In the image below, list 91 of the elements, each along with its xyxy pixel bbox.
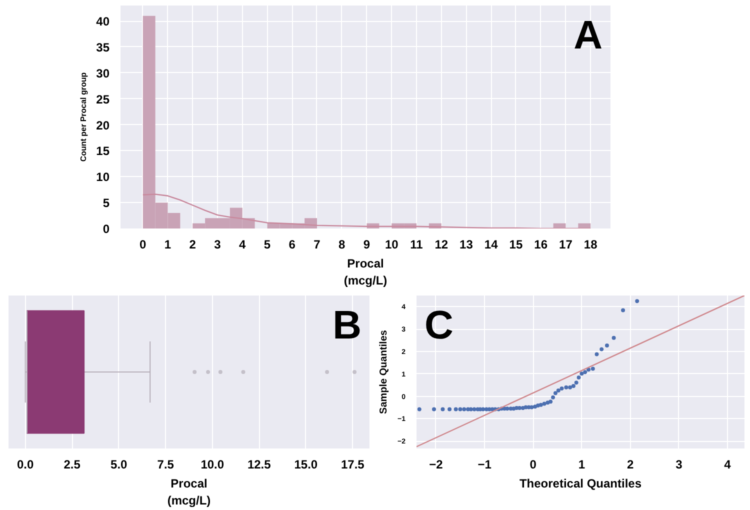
point xyxy=(590,366,595,371)
point xyxy=(571,384,576,388)
x-axis-title: Procal (mcg/L) xyxy=(344,256,388,288)
x-tick-label: −1 xyxy=(478,458,492,472)
point xyxy=(432,407,436,412)
x-tick-label: 7.5 xyxy=(157,458,174,472)
point xyxy=(548,400,553,404)
point xyxy=(462,407,466,412)
point xyxy=(580,372,584,376)
point xyxy=(574,380,578,385)
point xyxy=(586,368,591,372)
x-tick-label: 9 xyxy=(363,238,370,252)
x-tick-label: 17.5 xyxy=(340,458,365,472)
point xyxy=(536,403,540,408)
point xyxy=(440,407,445,412)
x-tick-label: 2.5 xyxy=(64,458,81,472)
point xyxy=(468,407,473,412)
x-tick-label: 0 xyxy=(140,238,147,252)
point xyxy=(546,400,550,405)
y-axis-title: Count per Procal group xyxy=(79,72,88,162)
x-tick-label: 5 xyxy=(264,238,271,252)
point xyxy=(533,404,538,409)
point xyxy=(472,407,476,412)
y-tick-label: 15 xyxy=(96,144,110,158)
x-tick-label: 0 xyxy=(530,458,537,472)
point xyxy=(551,395,556,400)
x-tick-label: 7 xyxy=(314,238,321,252)
y-tick-label: 35 xyxy=(96,40,110,54)
point xyxy=(560,386,564,390)
x-tick-label: −2 xyxy=(429,458,444,472)
point xyxy=(481,407,486,412)
point xyxy=(553,391,558,396)
x-tick-label: 5.0 xyxy=(110,458,128,472)
x-tick-label: 4 xyxy=(724,458,732,472)
y-axis-title: Sample Quantiles xyxy=(378,330,390,414)
x-tick-label: 12 xyxy=(434,238,448,252)
point xyxy=(458,407,462,412)
x-tick-label: 2 xyxy=(189,238,196,252)
x-tick-label: 1 xyxy=(578,458,586,472)
point xyxy=(600,347,604,352)
point xyxy=(635,299,640,304)
x-tick-label: 4 xyxy=(239,238,246,252)
y-tick-label: 0 xyxy=(102,222,110,236)
x-tick-label: 3 xyxy=(676,458,683,472)
line-series xyxy=(142,194,592,228)
x-tick-label: 15 xyxy=(509,238,523,252)
point xyxy=(448,407,452,412)
x-tick-label: 1 xyxy=(164,238,172,252)
x-tick-label: 10.0 xyxy=(200,458,224,472)
point xyxy=(594,352,599,356)
x-tick-label: 12.5 xyxy=(247,458,272,472)
point xyxy=(538,402,543,407)
x-axis-title: Theoretical Quantiles xyxy=(519,476,642,490)
point xyxy=(612,336,616,340)
x-tick-label: 17 xyxy=(559,238,573,252)
y-tick-label: 25 xyxy=(96,92,110,106)
x-tick-label: 14 xyxy=(484,238,498,252)
y-tick-label: 20 xyxy=(96,118,110,132)
point xyxy=(512,406,516,411)
annotation: B xyxy=(332,304,362,348)
y-tick-label: 40 xyxy=(96,14,110,29)
point xyxy=(505,406,510,411)
y-tick-label: 30 xyxy=(96,66,110,80)
annotation: C xyxy=(424,304,454,348)
point xyxy=(621,308,626,312)
x-tick-label: 16 xyxy=(534,238,548,252)
x-tick-label: 11 xyxy=(410,238,424,252)
point xyxy=(568,385,572,390)
x-tick-label: 2 xyxy=(626,458,634,472)
x-tick-label: 3 xyxy=(214,238,222,252)
point xyxy=(417,407,422,412)
point xyxy=(556,388,560,392)
point xyxy=(576,375,581,380)
annotation: A xyxy=(574,14,603,58)
x-tick-label: 18 xyxy=(584,238,598,252)
y-tick-label: 5 xyxy=(102,196,110,210)
x-tick-label: 8 xyxy=(338,238,346,252)
point xyxy=(583,370,588,374)
point xyxy=(530,405,534,410)
x-tick-label: 15.0 xyxy=(294,458,318,472)
x-tick-label: 13 xyxy=(460,238,474,252)
x-axis-title: Procal (mcg/L) xyxy=(167,476,211,508)
point xyxy=(454,407,458,412)
point xyxy=(604,343,609,348)
x-tick-label: 6 xyxy=(288,238,296,252)
point xyxy=(518,406,522,410)
x-tick-label: 0.0 xyxy=(16,458,34,472)
y-tick-label: 10 xyxy=(96,170,110,184)
point xyxy=(520,406,525,410)
point xyxy=(564,385,568,390)
point xyxy=(542,402,546,406)
